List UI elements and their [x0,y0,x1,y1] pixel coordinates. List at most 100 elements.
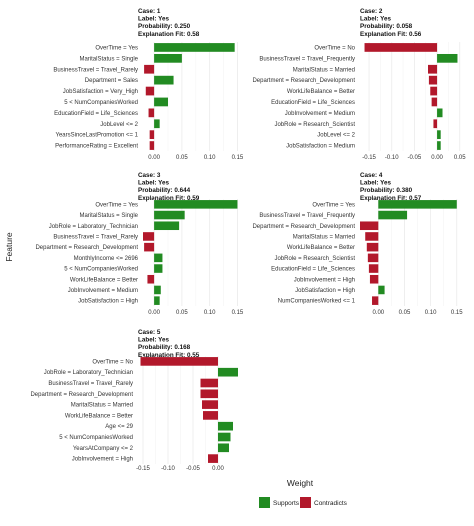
legend-label: Supports [273,500,300,507]
panel-header-line: Explanation Fit: 0.58 [138,31,200,38]
x-tick-label: 0.10 [425,310,437,316]
feature-label: WorkLifeBalance = Better [70,277,138,283]
legend-swatch [259,497,270,508]
bar [433,119,438,129]
feature-label: Department = Research_Development [30,392,133,398]
feature-label: EducationField = Life_Sciences [271,267,355,273]
panel-header-line: Case: 2 [360,8,383,15]
x-tick-label: -0.10 [161,466,175,472]
panel-header-line: Explanation Fit: 0.55 [138,352,200,359]
bar [154,221,180,231]
bar [367,253,379,263]
panel-header-line: Case: 4 [360,172,383,179]
feature-label: EducationField = Life_Sciences [271,100,355,106]
feature-label: Age <= 29 [105,424,133,430]
bar [437,53,458,63]
feature-label: JobRole = Laboratory_Technician [44,370,133,376]
feature-label: BusinessTravel = Travel_Frequently [259,213,355,219]
bar [154,43,235,52]
bar [428,64,438,74]
x-tick-label: 0.00 [148,310,160,316]
feature-label: OverTime = Yes [312,202,355,208]
x-tick-label: -0.15 [136,466,150,472]
bar [428,75,438,85]
x-tick-label: 0.00 [212,466,224,472]
feature-label: JobSatisfaction = High [295,288,355,294]
panel-header-line: Label: Yes [360,180,392,187]
feature-label: MaritalStatus = Married [71,403,133,409]
bar [154,210,185,220]
x-axis-title: Weight [287,478,314,488]
bar [154,264,163,273]
x-tick-label: 0.15 [232,310,244,316]
feature-label: NumCompaniesWorked <= 1 [278,299,356,305]
feature-label: MaritalStatus = Married [293,234,355,240]
bar [149,130,155,140]
feature-label: MaritalStatus = Single [79,213,138,219]
feature-label: Department = Research_Development [252,78,355,84]
bar [437,130,441,140]
feature-label: EducationField = Life_Sciences [54,111,138,117]
feature-label: MaritalStatus = Single [79,56,138,62]
panel-header-line: Explanation Fit: 0.57 [360,195,422,202]
bar [144,242,155,252]
feature-label: BusinessTravel = Travel_Rarely [53,234,138,240]
bar [154,75,174,85]
feature-label: MonthlyIncome <= 2696 [74,256,139,262]
bar [202,400,218,409]
panel-header-line: Case: 3 [138,172,161,179]
x-tick-label: 0.10 [204,155,216,161]
bar [203,411,218,420]
panel-header-line: Label: Yes [360,16,392,23]
feature-label: BusinessTravel = Travel_Frequently [259,56,355,62]
feature-label: WorkLifeBalance = Better [65,413,133,419]
panel-header-line: Probability: 0.168 [138,344,191,351]
bar [208,454,218,463]
x-tick-label: 0.05 [399,310,411,316]
x-tick-label: 0.05 [454,155,466,161]
bar [218,443,229,453]
x-tick-label: 0.00 [431,155,443,161]
bar [144,64,155,74]
panel-header-line: Probability: 0.250 [138,23,191,30]
panel-header-line: Case: 1 [138,8,161,15]
bar [437,141,441,150]
x-tick-label: 0.05 [176,310,188,316]
bar [368,264,379,273]
x-tick-label: -0.05 [186,466,200,472]
legend-swatch [300,497,311,508]
x-tick-label: 0.05 [176,155,188,161]
x-tick-label: 0.15 [451,310,463,316]
feature-label: JobLevel <= 2 [317,133,355,139]
feature-label: BusinessTravel = Travel_Rarely [48,381,133,387]
feature-label: JobRole = Research_Scientist [274,122,355,128]
feature-label: PerformanceRating = Excellent [55,144,138,150]
panel-header-line: Explanation Fit: 0.56 [360,31,422,38]
bar [431,97,438,107]
bar [143,232,155,241]
panel-header-line: Explanation Fit: 0.59 [138,195,200,202]
feature-label: 5 < NumCompaniesWorked [64,100,138,106]
bar [366,242,379,252]
feature-label: MaritalStatus = Married [293,67,355,73]
y-axis-title: Feature [4,232,14,262]
bar [372,296,379,305]
feature-label: Department = Sales [85,78,138,84]
bar [154,97,168,107]
feature-label: 5 < NumCompaniesWorked [64,267,138,273]
bar [364,43,438,52]
feature-label: YearsAtCompany <= 2 [73,446,134,452]
feature-label: OverTime = Yes [95,202,138,208]
feature-label: JobInvolvement = High [294,277,355,283]
feature-label: OverTime = Yes [95,45,138,51]
bar [154,296,160,305]
x-tick-label: -0.15 [362,155,376,161]
bar [369,274,379,284]
panel-header-line: Label: Yes [138,16,170,23]
feature-label: JobRole = Research_Scientist [274,256,355,262]
feature-label: JobSatisfaction = High [78,299,138,305]
bar [154,200,238,209]
feature-label: OverTime = No [314,45,355,51]
